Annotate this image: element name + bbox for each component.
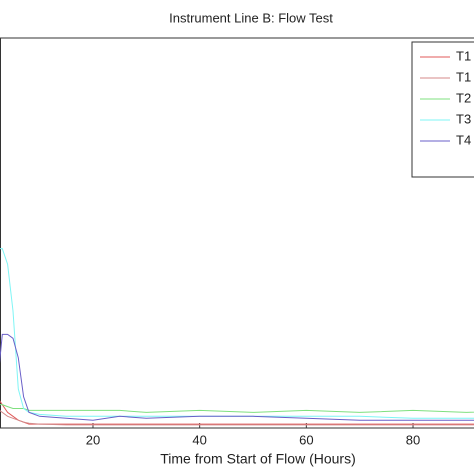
plot-area <box>0 37 474 429</box>
series-line <box>0 333 474 421</box>
x-tick-label: 20 <box>86 432 100 447</box>
series-line <box>0 404 474 413</box>
legend-label: T4 <box>456 132 471 147</box>
series-line <box>0 400 474 425</box>
legend-box <box>411 41 474 178</box>
legend-label: T3 <box>456 111 471 126</box>
series-line <box>0 248 474 419</box>
x-tick-label: 80 <box>406 432 420 447</box>
chart-title: Instrument Line B: Flow Test <box>169 10 333 25</box>
plot-frame <box>0 37 474 429</box>
legend-label: T2 <box>456 90 471 105</box>
x-tick-label: 60 <box>299 432 313 447</box>
x-axis-label: Time from Start of Flow (Hours) <box>160 451 356 467</box>
series-line <box>0 410 474 426</box>
legend-label: T1 <box>456 69 471 84</box>
legend-label: T1 <box>456 48 471 63</box>
x-tick-label: 40 <box>192 432 206 447</box>
